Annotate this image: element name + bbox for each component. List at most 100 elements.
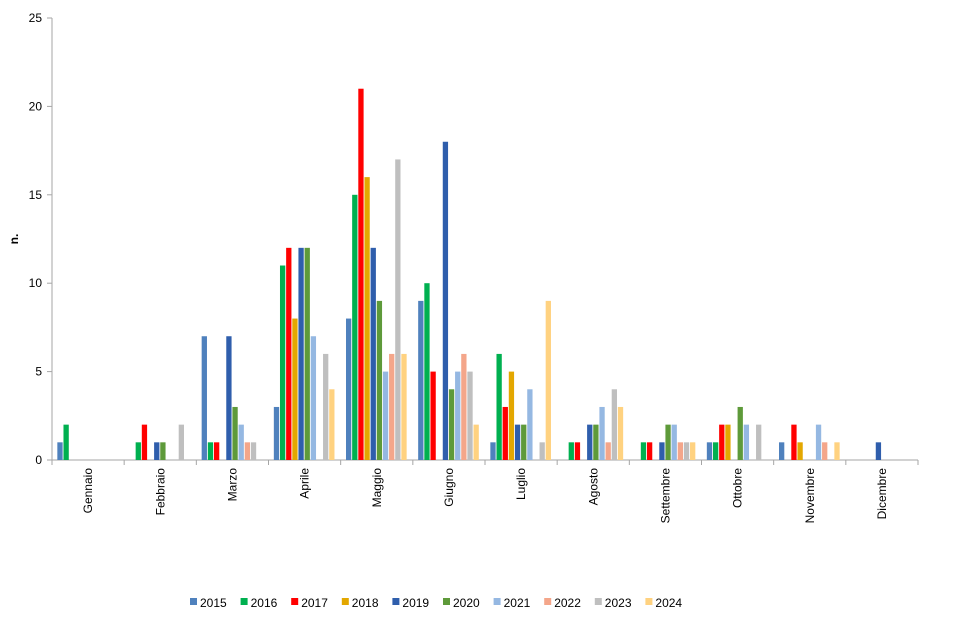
legend-label: 2024	[655, 596, 682, 610]
bar-2016-aprile	[279, 265, 286, 460]
bar-2020-luglio	[521, 424, 527, 460]
bar-2016-maggio	[352, 194, 358, 461]
legend-label: 2020	[453, 596, 480, 610]
bar-2016-ottobre	[712, 442, 719, 460]
bar-2019-febbraio	[154, 442, 160, 460]
bar-2020-maggio	[376, 300, 383, 460]
legend-item-2024: 2024	[645, 596, 682, 610]
x-tick-label: Luglio	[514, 468, 528, 500]
bar-2024-settembre	[690, 442, 696, 460]
bar-2019-maggio	[370, 247, 376, 460]
legend-item-2021: 2021	[493, 596, 531, 610]
bar-2018-ottobre	[725, 424, 731, 460]
bar-2020-febbraio	[160, 442, 166, 460]
bar-2022-settembre	[677, 442, 684, 460]
x-tick-label: Marzo	[225, 468, 239, 502]
bar-2019-aprile	[298, 247, 304, 460]
bar-2019-agosto	[587, 424, 593, 460]
bar-2016-febbraio	[135, 442, 141, 460]
bar-2021-novembre	[815, 424, 822, 460]
x-tick-label: Settembre	[658, 468, 672, 524]
x-tick-label: Agosto	[586, 468, 600, 506]
x-tick-label: Ottobre	[731, 468, 745, 508]
x-tick-label: Novembre	[803, 468, 817, 524]
bar-2017-febbraio	[141, 424, 148, 460]
bar-2017-settembre	[646, 442, 653, 460]
legend-label: 2019	[402, 596, 429, 610]
y-axis: 0 5 10 15 20 25	[29, 11, 53, 467]
bar-2022-agosto	[605, 442, 611, 460]
bar-2017-aprile	[286, 247, 292, 460]
bar-2022-maggio	[389, 353, 395, 460]
y-tick-label: 15	[29, 188, 43, 202]
bar-2021-giugno	[455, 371, 461, 460]
bar-2024-novembre	[834, 442, 840, 460]
bar-2018-maggio	[364, 177, 370, 460]
bar-2016-luglio	[496, 353, 502, 460]
bar-2020-settembre	[665, 424, 671, 460]
bar-2016-agosto	[568, 442, 574, 460]
bar-2016-settembre	[640, 442, 647, 460]
bar-2024-maggio	[401, 353, 407, 460]
x-tick-label: Maggio	[370, 468, 384, 508]
bar-2015-gennaio	[57, 442, 63, 460]
bar-2021-marzo	[238, 424, 244, 460]
bar-2015-aprile	[273, 406, 280, 460]
legend-swatch	[544, 598, 552, 605]
x-tick-label: Gennaio	[81, 468, 95, 514]
bar-2023-luglio	[539, 442, 545, 460]
bar-2024-luglio	[545, 300, 551, 460]
bar-2015-novembre	[779, 442, 785, 460]
legend: 2015 2016 2017 2018 2019 2020 2021 2022 2023 2024	[190, 596, 682, 610]
bar-2015-marzo	[201, 336, 207, 460]
legend-swatch	[190, 598, 197, 605]
bar-2019-dicembre	[875, 442, 882, 460]
bar-2023-settembre	[683, 442, 690, 460]
bar-2017-luglio	[502, 406, 508, 460]
y-tick-label: 20	[29, 99, 43, 113]
legend-label: 2015	[200, 596, 227, 610]
bar-2022-marzo	[244, 442, 251, 460]
bar-2021-maggio	[382, 371, 389, 460]
bar-2015-giugno	[418, 300, 424, 460]
bar-2017-giugno	[430, 371, 436, 460]
legend-item-2015: 2015	[190, 596, 227, 610]
legend-item-2023: 2023	[594, 596, 632, 610]
legend-label: 2023	[605, 596, 632, 610]
bar-2017-maggio	[358, 88, 364, 460]
legend-swatch	[291, 598, 299, 605]
y-tick-label: 0	[35, 453, 42, 467]
bar-2016-gennaio	[63, 424, 69, 460]
bar-2019-giugno	[442, 141, 449, 460]
y-axis-label: n.	[7, 234, 21, 245]
x-tick-label: Giugno	[442, 468, 456, 507]
bars	[57, 88, 882, 461]
legend-item-2018: 2018	[341, 596, 379, 610]
bar-2021-settembre	[671, 424, 677, 460]
bar-2018-novembre	[797, 442, 803, 460]
legend-item-2020: 2020	[443, 596, 480, 610]
bar-2015-maggio	[346, 318, 352, 460]
y-tick-label: 10	[29, 276, 43, 290]
bar-2017-novembre	[791, 424, 797, 460]
bar-2023-giugno	[467, 371, 473, 460]
bar-2023-agosto	[611, 389, 617, 460]
legend-swatch	[392, 598, 400, 605]
legend-swatch	[240, 598, 248, 605]
legend-item-2019: 2019	[392, 596, 429, 610]
y-tick-label: 25	[29, 11, 43, 25]
bar-2024-giugno	[473, 424, 479, 460]
bar-2020-giugno	[448, 389, 455, 460]
legend-swatch	[645, 598, 653, 605]
legend-label: 2018	[352, 596, 379, 610]
bar-2022-novembre	[822, 442, 828, 460]
x-tick-label: Febbraio	[153, 468, 167, 516]
bar-2019-marzo	[226, 336, 232, 460]
legend-swatch	[594, 598, 602, 605]
legend-item-2017: 2017	[291, 596, 328, 610]
bar-2018-luglio	[508, 371, 515, 460]
legend-swatch	[443, 598, 450, 605]
bar-2020-agosto	[593, 424, 599, 460]
bar-2023-aprile	[323, 353, 329, 460]
